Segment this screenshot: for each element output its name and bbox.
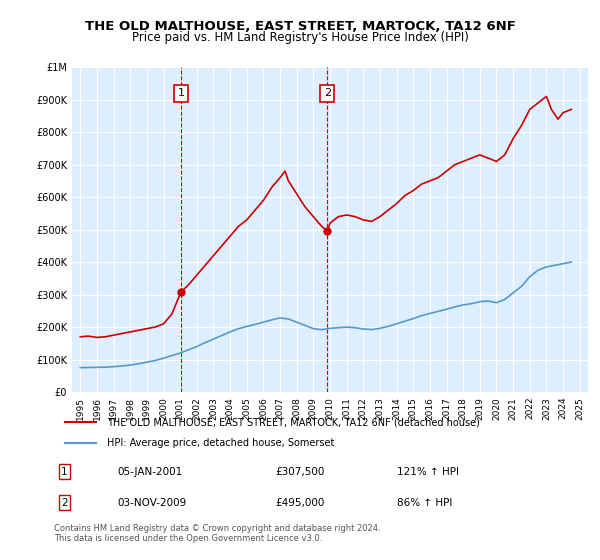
Text: 1: 1 [178,88,184,98]
Text: £495,000: £495,000 [276,498,325,507]
Text: 2: 2 [324,88,331,98]
Text: THE OLD MALTHOUSE, EAST STREET, MARTOCK, TA12 6NF: THE OLD MALTHOUSE, EAST STREET, MARTOCK,… [85,20,515,32]
Text: 86% ↑ HPI: 86% ↑ HPI [397,498,452,507]
Text: Contains HM Land Registry data © Crown copyright and database right 2024.
This d: Contains HM Land Registry data © Crown c… [54,524,380,543]
Text: 121% ↑ HPI: 121% ↑ HPI [397,467,459,477]
Text: £307,500: £307,500 [276,467,325,477]
Text: HPI: Average price, detached house, Somerset: HPI: Average price, detached house, Some… [107,438,334,448]
Text: 05-JAN-2001: 05-JAN-2001 [118,467,182,477]
Text: 2: 2 [61,498,68,507]
Text: 1: 1 [61,467,68,477]
Text: 03-NOV-2009: 03-NOV-2009 [118,498,187,507]
Text: Price paid vs. HM Land Registry's House Price Index (HPI): Price paid vs. HM Land Registry's House … [131,31,469,44]
Text: THE OLD MALTHOUSE, EAST STREET, MARTOCK, TA12 6NF (detached house): THE OLD MALTHOUSE, EAST STREET, MARTOCK,… [107,417,479,427]
